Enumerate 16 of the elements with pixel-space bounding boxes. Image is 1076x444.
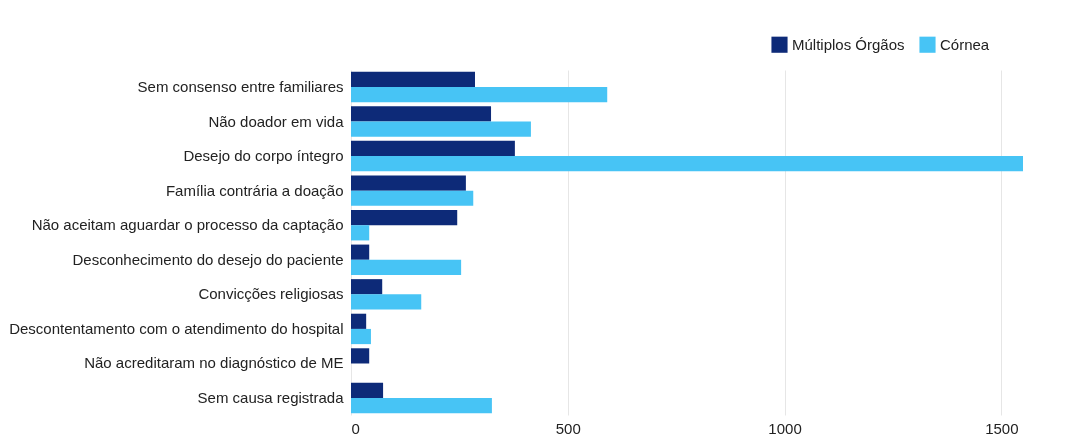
x-tick-label: 1000 bbox=[768, 419, 802, 437]
y-tick-label: Família contrária a doação bbox=[165, 181, 344, 199]
y-tick-label: Sem consenso entre familiares bbox=[137, 77, 344, 95]
y-tick-label: Não aceitam aguardar o processo da captação bbox=[31, 216, 344, 234]
y-tick-label: Não acreditaram no diagnóstico de ME bbox=[84, 354, 344, 372]
y-tick-label: Sem causa registrada bbox=[197, 389, 345, 407]
x-tick-label: 1500 bbox=[985, 419, 1019, 437]
y-tick-label: Desconhecimento do desejo do paciente bbox=[72, 250, 344, 268]
y-tick-label: Descontentamento com o atendimento do hospital bbox=[9, 319, 344, 337]
legend-label: Múltiplos Órgãos bbox=[792, 35, 905, 53]
y-tick-label: Não doador em vida bbox=[208, 112, 345, 130]
y-tick-label: Desejo do corpo íntegro bbox=[183, 147, 344, 165]
y-tick-label: Convicções religiosas bbox=[198, 285, 344, 303]
x-tick-label: 0 bbox=[351, 419, 360, 437]
legend-label: Córnea bbox=[940, 35, 990, 53]
x-tick-label: 500 bbox=[555, 419, 581, 437]
